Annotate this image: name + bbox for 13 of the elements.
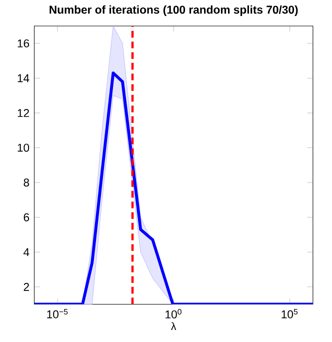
x-axis-title: λ <box>170 322 176 330</box>
x-tick-label: 10$^{−5}$ <box>47 308 68 318</box>
y-tick-label: 2 <box>24 282 29 291</box>
y-tick-label: 8 <box>24 178 30 187</box>
y-tick-label: 14 <box>18 74 30 82</box>
x-tick-label: 10$^{5}$ <box>282 308 298 318</box>
y-tick-label: 12 <box>18 109 29 117</box>
y-tick-label: 4 <box>24 248 30 256</box>
chart-title: Number of iterations (100 random splits 70/30) <box>50 5 298 16</box>
y-tick-label: 16 <box>18 39 30 48</box>
x-tick-label: 10$^{0}$ <box>166 308 182 318</box>
y-tick-label: 6 <box>24 213 30 222</box>
y-tick-label: 10 <box>18 144 30 152</box>
